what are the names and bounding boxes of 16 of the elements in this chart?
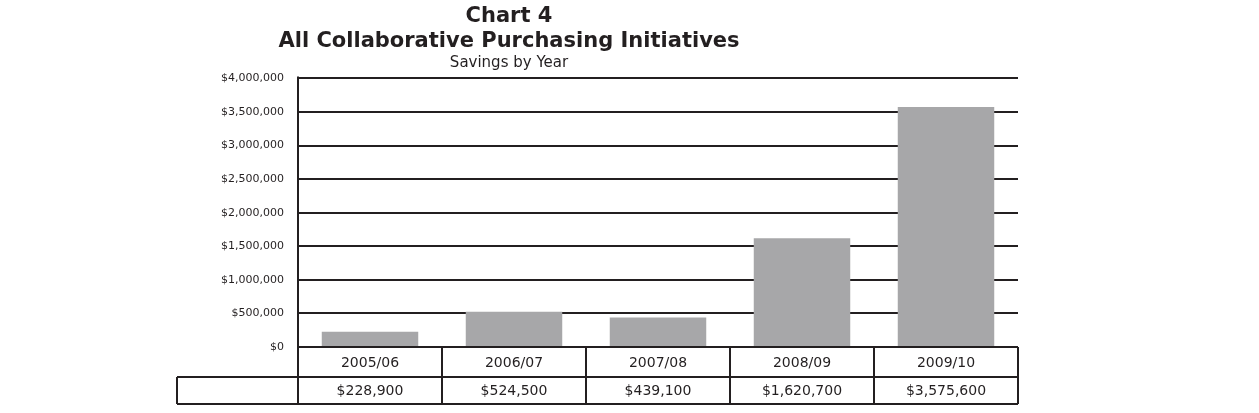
chart-subtitle: Savings by Year bbox=[449, 53, 569, 72]
text: Chart 4 bbox=[465, 3, 553, 28]
y-tick-label: $2,500,000 bbox=[221, 171, 284, 185]
bar bbox=[609, 317, 707, 346]
y-tick-label: $4,000,000 bbox=[221, 71, 284, 85]
y-tick-label: $500,000 bbox=[231, 306, 284, 320]
bar bbox=[753, 238, 851, 346]
bar bbox=[897, 106, 995, 346]
text: All Collaborative Purchasing Initiatives bbox=[278, 28, 740, 53]
bar bbox=[465, 311, 563, 346]
y-tick-label: $1,000,000 bbox=[221, 272, 284, 286]
bar bbox=[321, 331, 419, 346]
y-tick-label: $3,000,000 bbox=[221, 138, 284, 152]
y-tick-label: $2,000,000 bbox=[221, 205, 284, 219]
y-tick-label: $1,500,000 bbox=[221, 239, 284, 253]
y-tick-label: $3,500,000 bbox=[221, 104, 284, 118]
